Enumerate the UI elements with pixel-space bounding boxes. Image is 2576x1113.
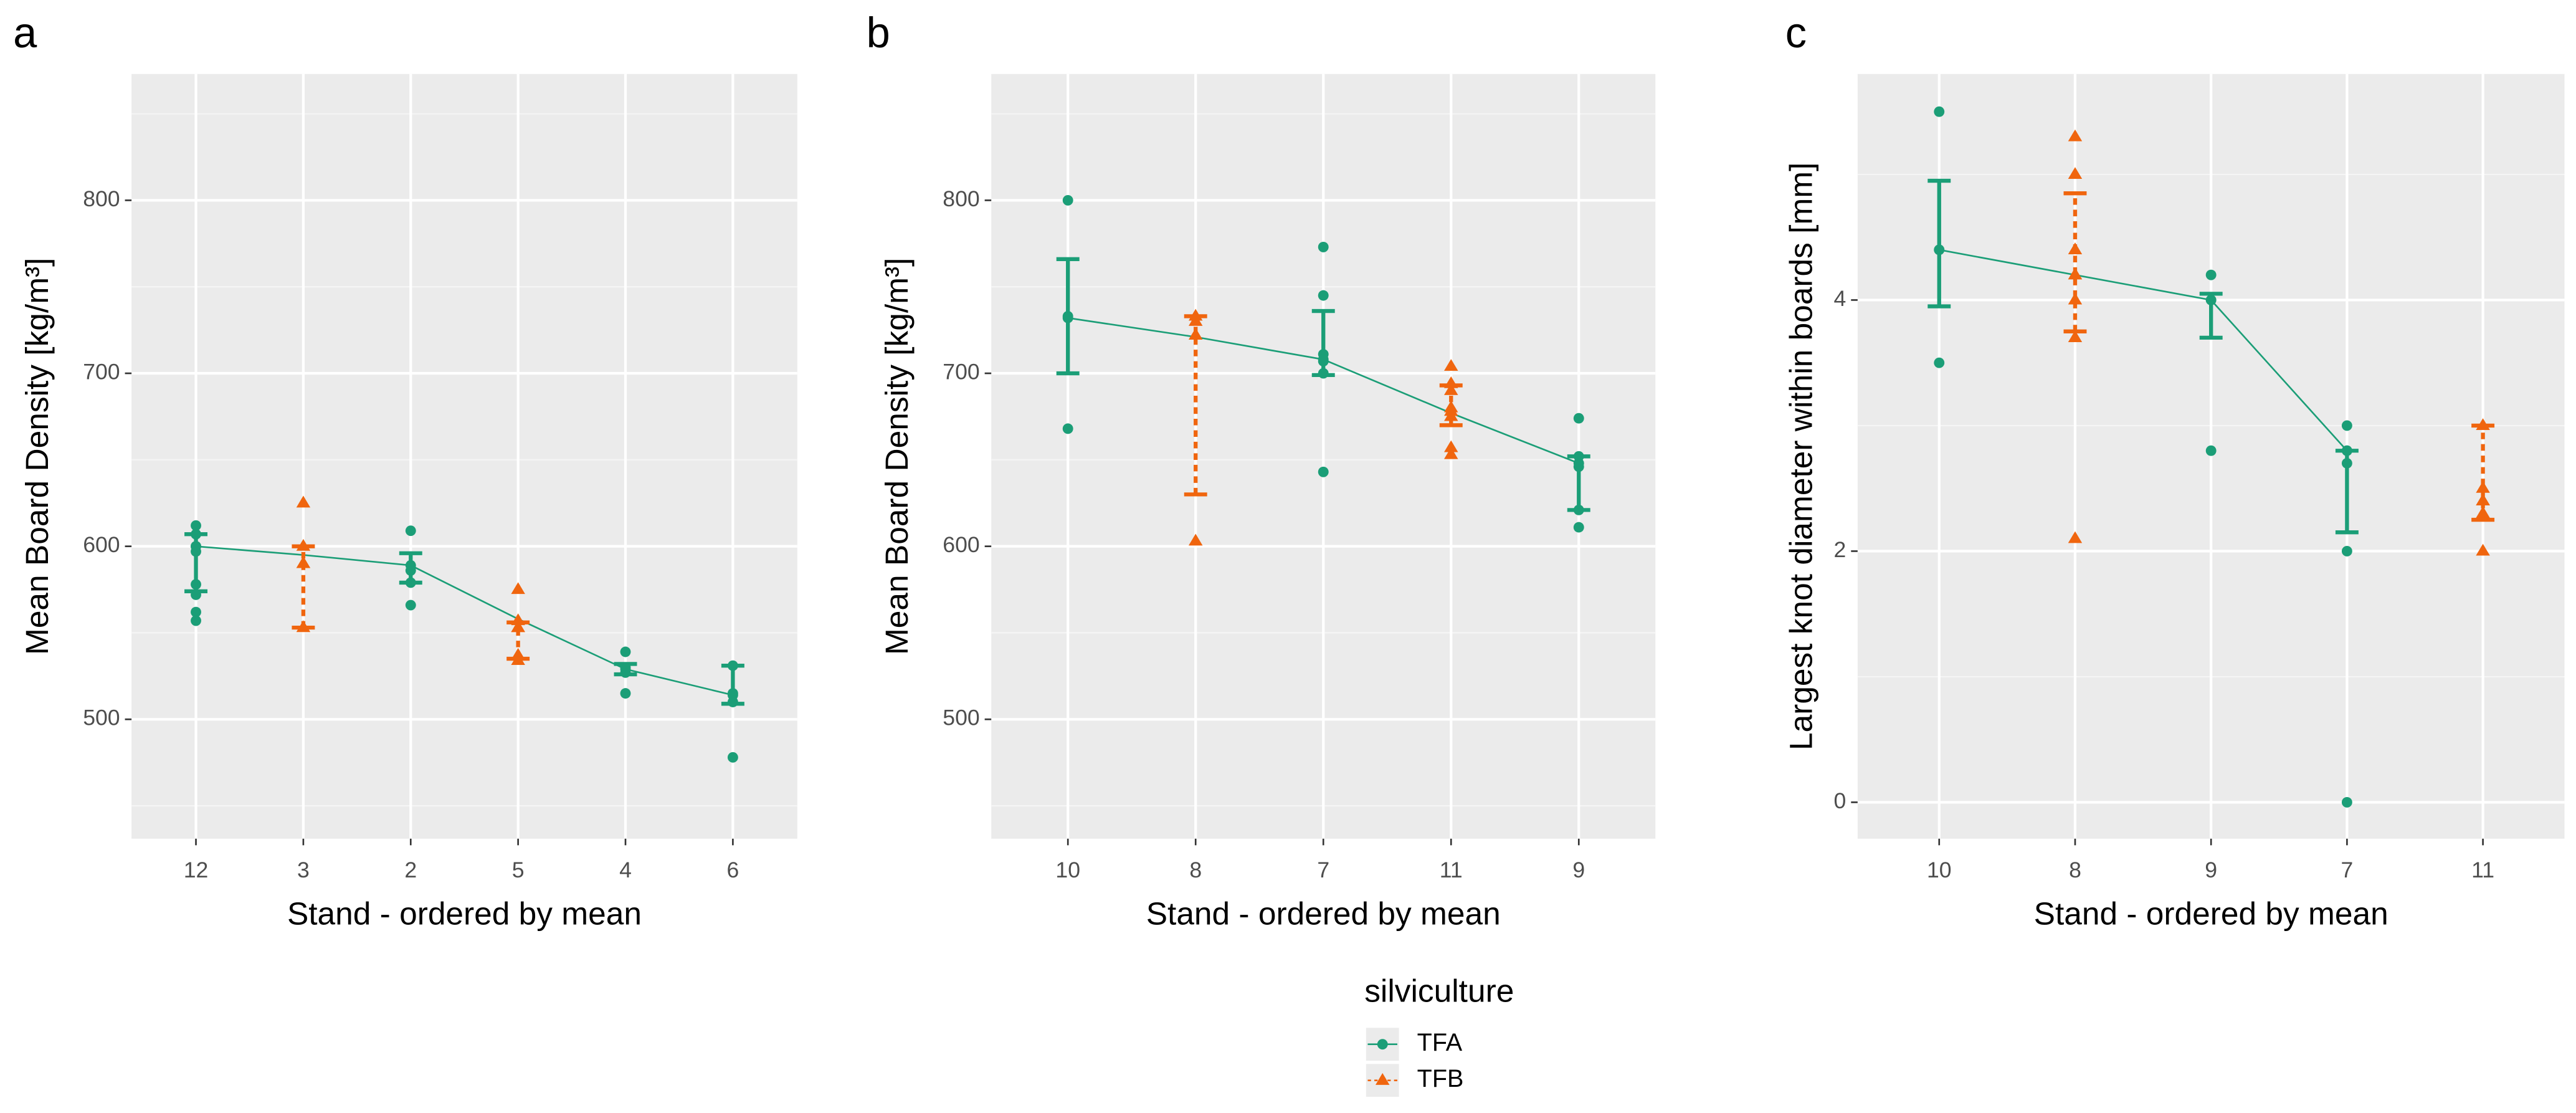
panel-background (131, 74, 797, 839)
panel-label: a (13, 9, 37, 57)
y-axis-title: Mean Board Density [kg/m³] (878, 258, 915, 656)
x-tick-label: 4 (619, 857, 632, 882)
y-tick-label: 500 (943, 705, 979, 730)
data-point (511, 582, 525, 595)
x-tick-label: 5 (512, 857, 525, 882)
data-point (1573, 522, 1584, 533)
data-point (2476, 506, 2490, 518)
data-point (2068, 330, 2083, 342)
data-point (2068, 167, 2083, 179)
mean-point (1444, 404, 1458, 416)
legend-label: TFB (1417, 1065, 1464, 1092)
data-point (2341, 796, 2352, 808)
data-point (2476, 543, 2490, 556)
y-tick-label: 700 (83, 359, 120, 384)
data-point (2476, 480, 2490, 493)
data-point (2205, 269, 2217, 280)
legend-title: silviculture (1364, 972, 1514, 1008)
data-point (1062, 194, 1073, 206)
data-point (1934, 357, 1945, 368)
x-axis-title: Stand - ordered by mean (1146, 895, 1501, 931)
data-point (1318, 466, 1329, 477)
y-tick-label: 600 (943, 532, 979, 557)
data-point (2068, 531, 2083, 543)
mean-point (296, 556, 311, 568)
data-point (191, 606, 201, 618)
data-point (1573, 413, 1584, 424)
data-point (2341, 545, 2352, 556)
mean-point (620, 664, 631, 675)
legend-marker (1377, 1039, 1388, 1050)
data-point (405, 525, 416, 537)
x-tick-label: 8 (1189, 857, 1202, 882)
mean-line (1939, 249, 2348, 452)
x-tick-label: 10 (1927, 857, 1952, 882)
data-point (1318, 241, 1329, 252)
data-point (620, 688, 631, 699)
data-point (1934, 106, 1945, 117)
mean-point (191, 541, 201, 552)
y-axis-title: Largest knot diameter within boards [mm] (1782, 163, 1818, 750)
mean-line (196, 545, 733, 696)
data-point (2068, 292, 2083, 305)
mean-point (405, 560, 416, 571)
data-point (296, 495, 311, 508)
y-axis-title: Mean Board Density [kg/m³] (19, 258, 55, 656)
mean-point (1188, 328, 1203, 340)
data-point (2205, 445, 2217, 456)
x-tick-label: 7 (2341, 857, 2353, 882)
mean-point (1573, 457, 1584, 469)
x-tick-label: 12 (184, 857, 209, 882)
legend-marker (1376, 1072, 1390, 1085)
mean-point (1318, 354, 1329, 365)
data-point (1318, 290, 1329, 301)
data-point (405, 599, 416, 611)
x-tick-label: 3 (297, 857, 310, 882)
x-tick-label: 9 (2205, 857, 2217, 882)
panel-label: c (1785, 9, 1807, 57)
y-tick-label: 0 (1834, 788, 1846, 813)
mean-point (2341, 445, 2352, 456)
data-point (727, 752, 738, 763)
y-tick-label: 800 (83, 186, 120, 211)
mean-point (2476, 494, 2490, 505)
x-axis-title: Stand - ordered by mean (287, 895, 642, 931)
data-point (2068, 129, 2083, 141)
x-tick-label: 6 (726, 857, 739, 882)
x-tick-label: 8 (2069, 857, 2081, 882)
mean-point (1062, 312, 1073, 323)
data-point (191, 615, 201, 626)
data-point (1062, 423, 1073, 434)
data-point (620, 646, 631, 657)
x-axis-title: Stand - ordered by mean (2034, 895, 2388, 931)
x-tick-label: 11 (2471, 857, 2494, 882)
x-tick-label: 11 (1440, 857, 1463, 882)
x-tick-label: 7 (1317, 857, 1329, 882)
mean-point (727, 689, 738, 700)
mean-point (1934, 244, 1945, 256)
y-tick-label: 600 (83, 532, 120, 557)
data-point (2341, 420, 2352, 431)
data-point (1444, 440, 1458, 452)
mean-point (2068, 267, 2083, 280)
mean-point (2205, 295, 2217, 305)
data-point (191, 520, 201, 531)
y-tick-label: 500 (83, 705, 120, 730)
data-point (1188, 533, 1203, 546)
y-tick-label: 2 (1834, 537, 1846, 562)
x-tick-label: 2 (404, 857, 417, 882)
y-tick-label: 700 (943, 359, 979, 384)
data-point (1444, 447, 1458, 459)
y-tick-label: 800 (943, 186, 979, 211)
data-point (1444, 359, 1458, 371)
x-tick-label: 10 (1055, 857, 1080, 882)
x-tick-label: 9 (1572, 857, 1585, 882)
y-tick-label: 4 (1834, 286, 1846, 311)
mean-point (511, 620, 525, 633)
panel-label: b (867, 9, 890, 57)
legend-label: TFA (1417, 1029, 1463, 1056)
